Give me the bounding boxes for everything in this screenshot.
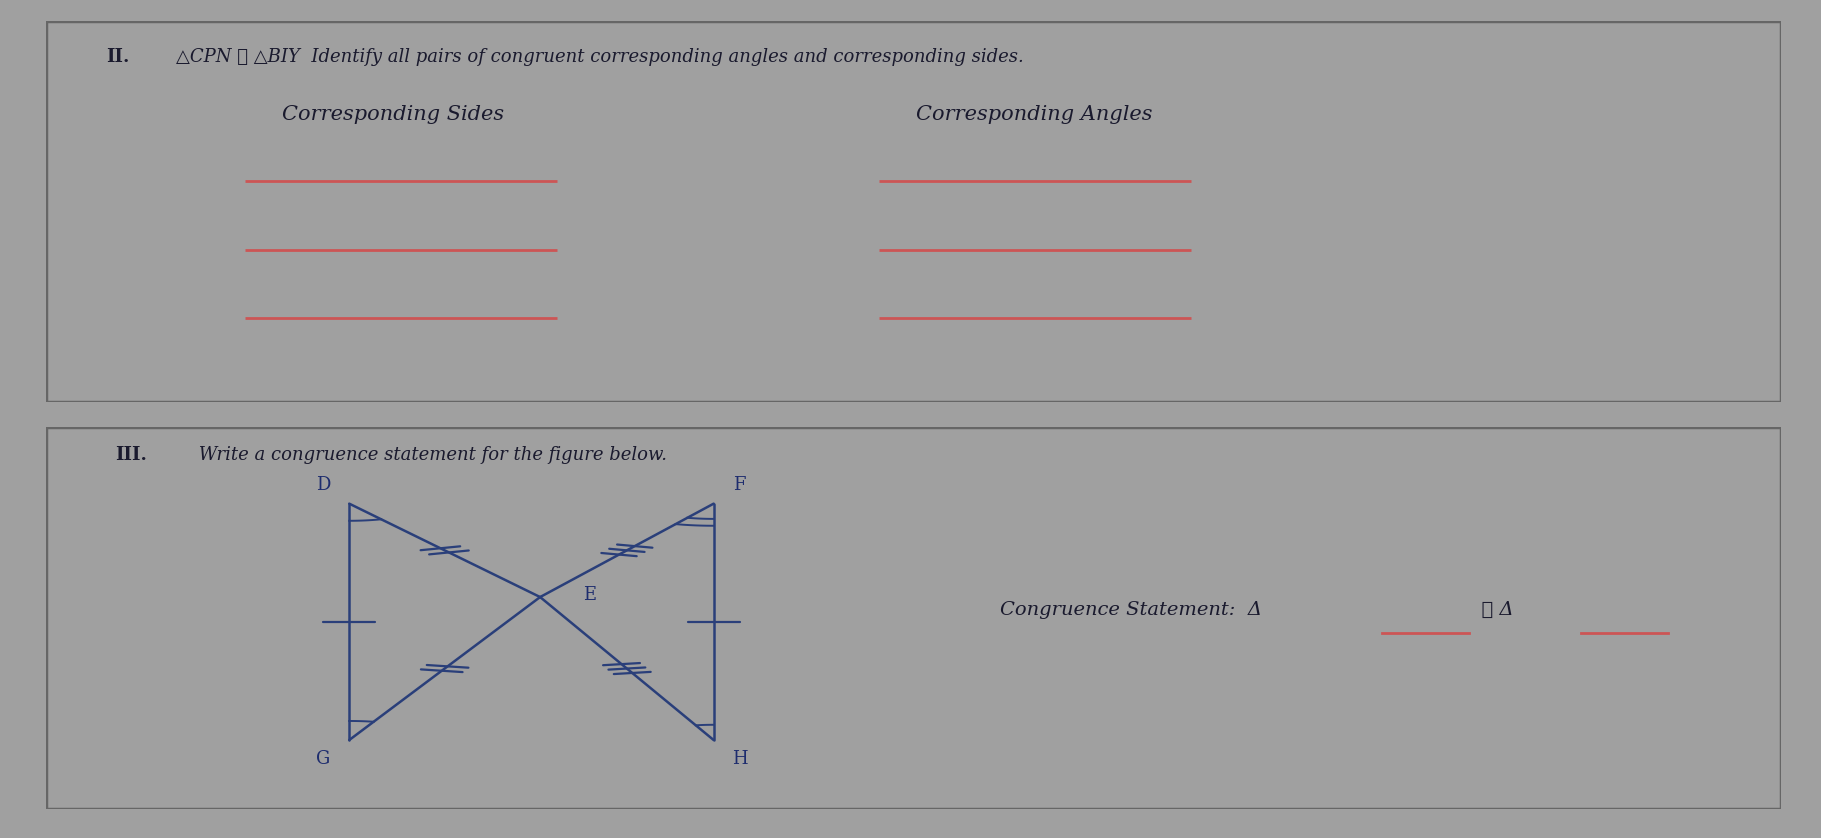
- Text: II.: II.: [106, 48, 129, 65]
- Text: Corresponding Sides: Corresponding Sides: [282, 105, 504, 124]
- Text: D: D: [317, 476, 330, 494]
- Text: ≅ Δ: ≅ Δ: [1468, 602, 1513, 619]
- Text: △CPN ≅ △BIY  Identify all pairs of congruent corresponding angles and correspond: △CPN ≅ △BIY Identify all pairs of congru…: [175, 48, 1023, 65]
- Text: G: G: [317, 749, 330, 768]
- Text: F: F: [734, 476, 747, 494]
- Text: Congruence Statement:  Δ: Congruence Statement: Δ: [1000, 602, 1262, 619]
- Text: Corresponding Angles: Corresponding Angles: [916, 105, 1153, 124]
- Text: III.: III.: [115, 447, 148, 464]
- Text: E: E: [583, 586, 597, 604]
- Text: H: H: [732, 749, 747, 768]
- Text: Write a congruence statement for the figure below.: Write a congruence statement for the fig…: [193, 447, 666, 464]
